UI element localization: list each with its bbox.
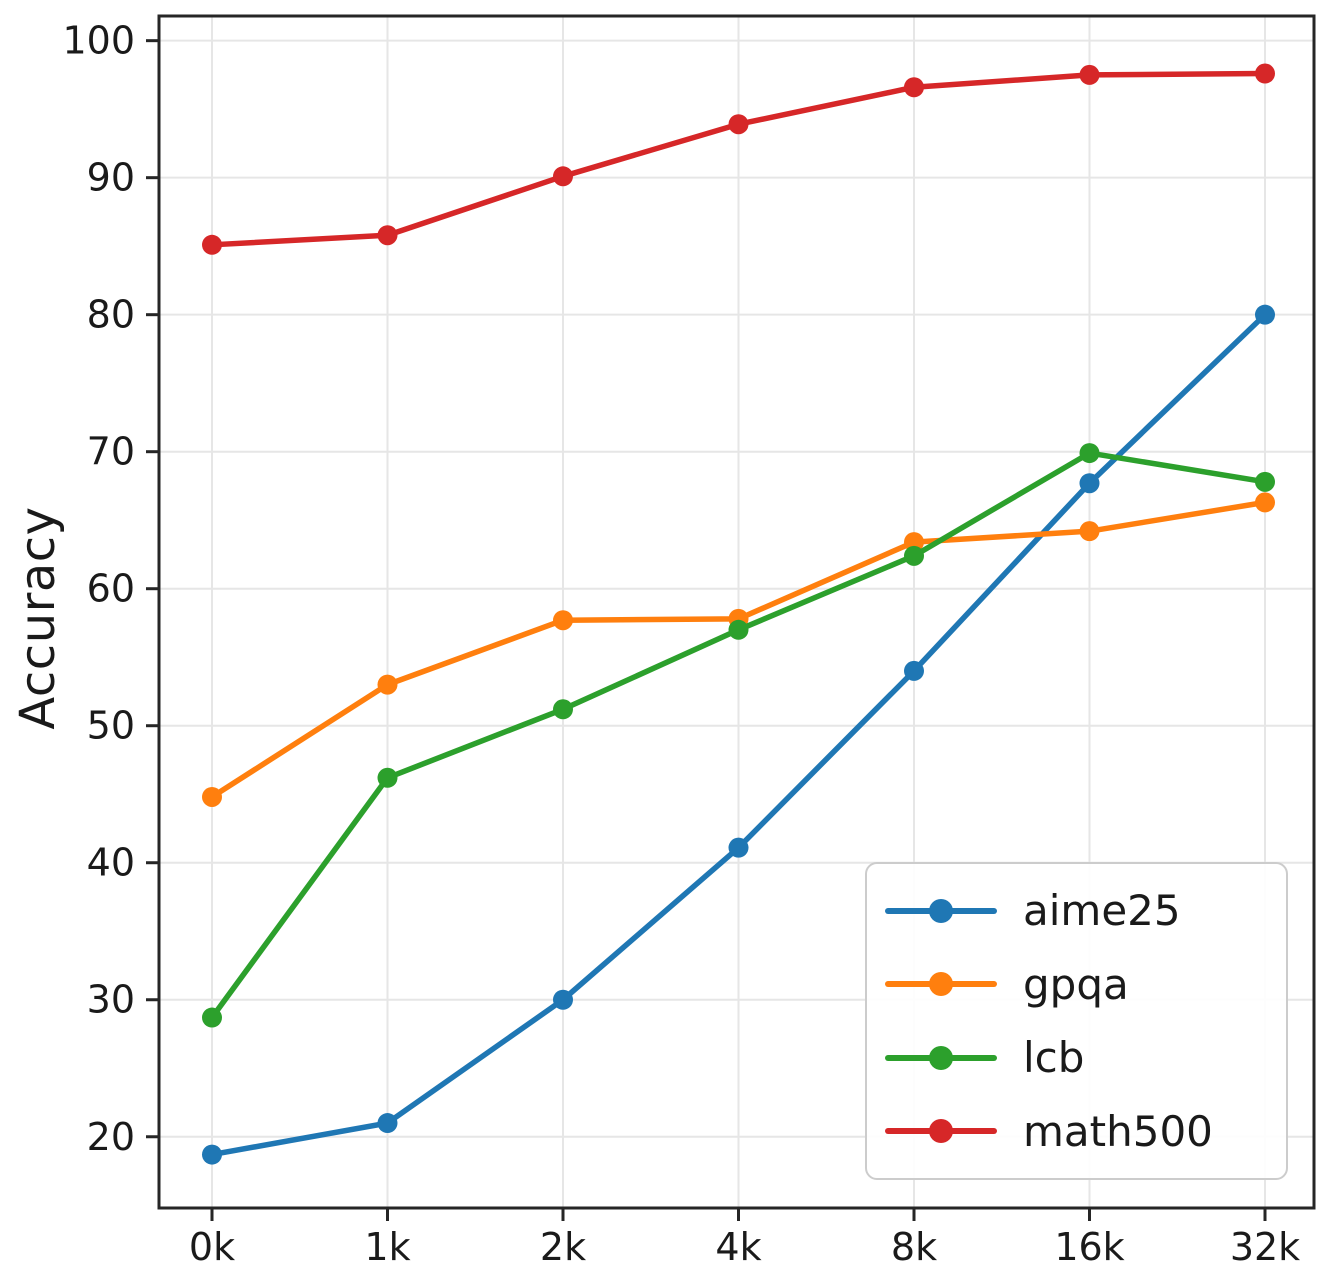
data-point-aime25-1k: [377, 1113, 398, 1134]
y-tick-label: 20: [87, 1115, 135, 1159]
legend-dot-icon: [929, 972, 953, 997]
data-point-aime25-32k: [1255, 304, 1275, 325]
data-point-aime25-2k: [553, 989, 573, 1010]
y-tick-label: 80: [87, 293, 135, 337]
x-tick-label: 4k: [715, 1225, 761, 1269]
y-tick-label: 100: [62, 19, 135, 63]
legend: aime25 gpqa lcb math500: [865, 862, 1288, 1180]
legend-item-lcb: lcb: [885, 1033, 1276, 1082]
x-tick-label: 0k: [189, 1225, 235, 1269]
legend-item-math500: math500: [885, 1107, 1276, 1156]
legend-dot-icon: [929, 1045, 953, 1070]
data-point-aime25-4k: [728, 837, 749, 858]
data-point-lcb-32k: [1255, 471, 1275, 492]
data-point-aime25-8k: [904, 660, 924, 681]
y-tick-label: 60: [87, 567, 135, 611]
data-point-lcb-2k: [553, 699, 573, 720]
x-tick-label: 8k: [891, 1225, 937, 1269]
legend-dot-icon: [929, 1119, 953, 1144]
data-point-gpqa-16k: [1079, 521, 1100, 542]
data-point-math500-4k: [728, 114, 749, 135]
legend-label: gpqa: [1023, 959, 1129, 1009]
data-point-gpqa-8k: [904, 532, 924, 553]
data-point-aime25-0k: [202, 1144, 222, 1165]
data-point-gpqa-0k: [202, 786, 222, 807]
legend-marker-aime25: [885, 898, 997, 924]
legend-dot-icon: [929, 898, 953, 923]
y-tick-label: 40: [87, 841, 135, 885]
x-tick-label: 2k: [540, 1225, 586, 1269]
data-point-math500-8k: [904, 77, 924, 98]
legend-marker-math500: [885, 1118, 997, 1144]
data-point-math500-32k: [1255, 63, 1275, 84]
x-tick-label: 32k: [1230, 1225, 1300, 1269]
data-point-math500-2k: [553, 166, 573, 187]
legend-item-gpqa: gpqa: [885, 960, 1276, 1009]
data-point-math500-0k: [202, 234, 222, 255]
data-point-gpqa-1k: [377, 674, 398, 695]
data-point-gpqa-2k: [553, 610, 573, 631]
data-point-lcb-4k: [728, 619, 749, 640]
data-point-lcb-1k: [377, 767, 398, 788]
y-tick-label: 50: [87, 704, 135, 748]
data-point-lcb-8k: [904, 545, 924, 566]
data-point-gpqa-32k: [1255, 492, 1275, 513]
x-tick-label: 1k: [364, 1225, 410, 1269]
legend-item-aime25: aime25: [885, 886, 1276, 935]
legend-marker-gpqa: [885, 971, 997, 997]
data-point-math500-16k: [1079, 64, 1100, 85]
plot-frame: [157, 14, 1316, 1210]
data-point-lcb-0k: [202, 1007, 222, 1028]
legend-marker-lcb: [885, 1045, 997, 1071]
data-point-lcb-16k: [1079, 443, 1100, 464]
data-point-aime25-16k: [1079, 473, 1100, 494]
y-axis-label: Accuracy: [10, 506, 66, 730]
data-point-math500-1k: [377, 225, 398, 246]
legend-label: lcb: [1023, 1033, 1085, 1083]
y-tick-label: 90: [87, 156, 135, 200]
x-tick-label: 16k: [1054, 1225, 1124, 1269]
y-tick-label: 70: [87, 430, 135, 474]
legend-label: aime25: [1023, 886, 1181, 936]
y-tick-label: 30: [87, 978, 135, 1022]
legend-label: math500: [1023, 1106, 1213, 1156]
